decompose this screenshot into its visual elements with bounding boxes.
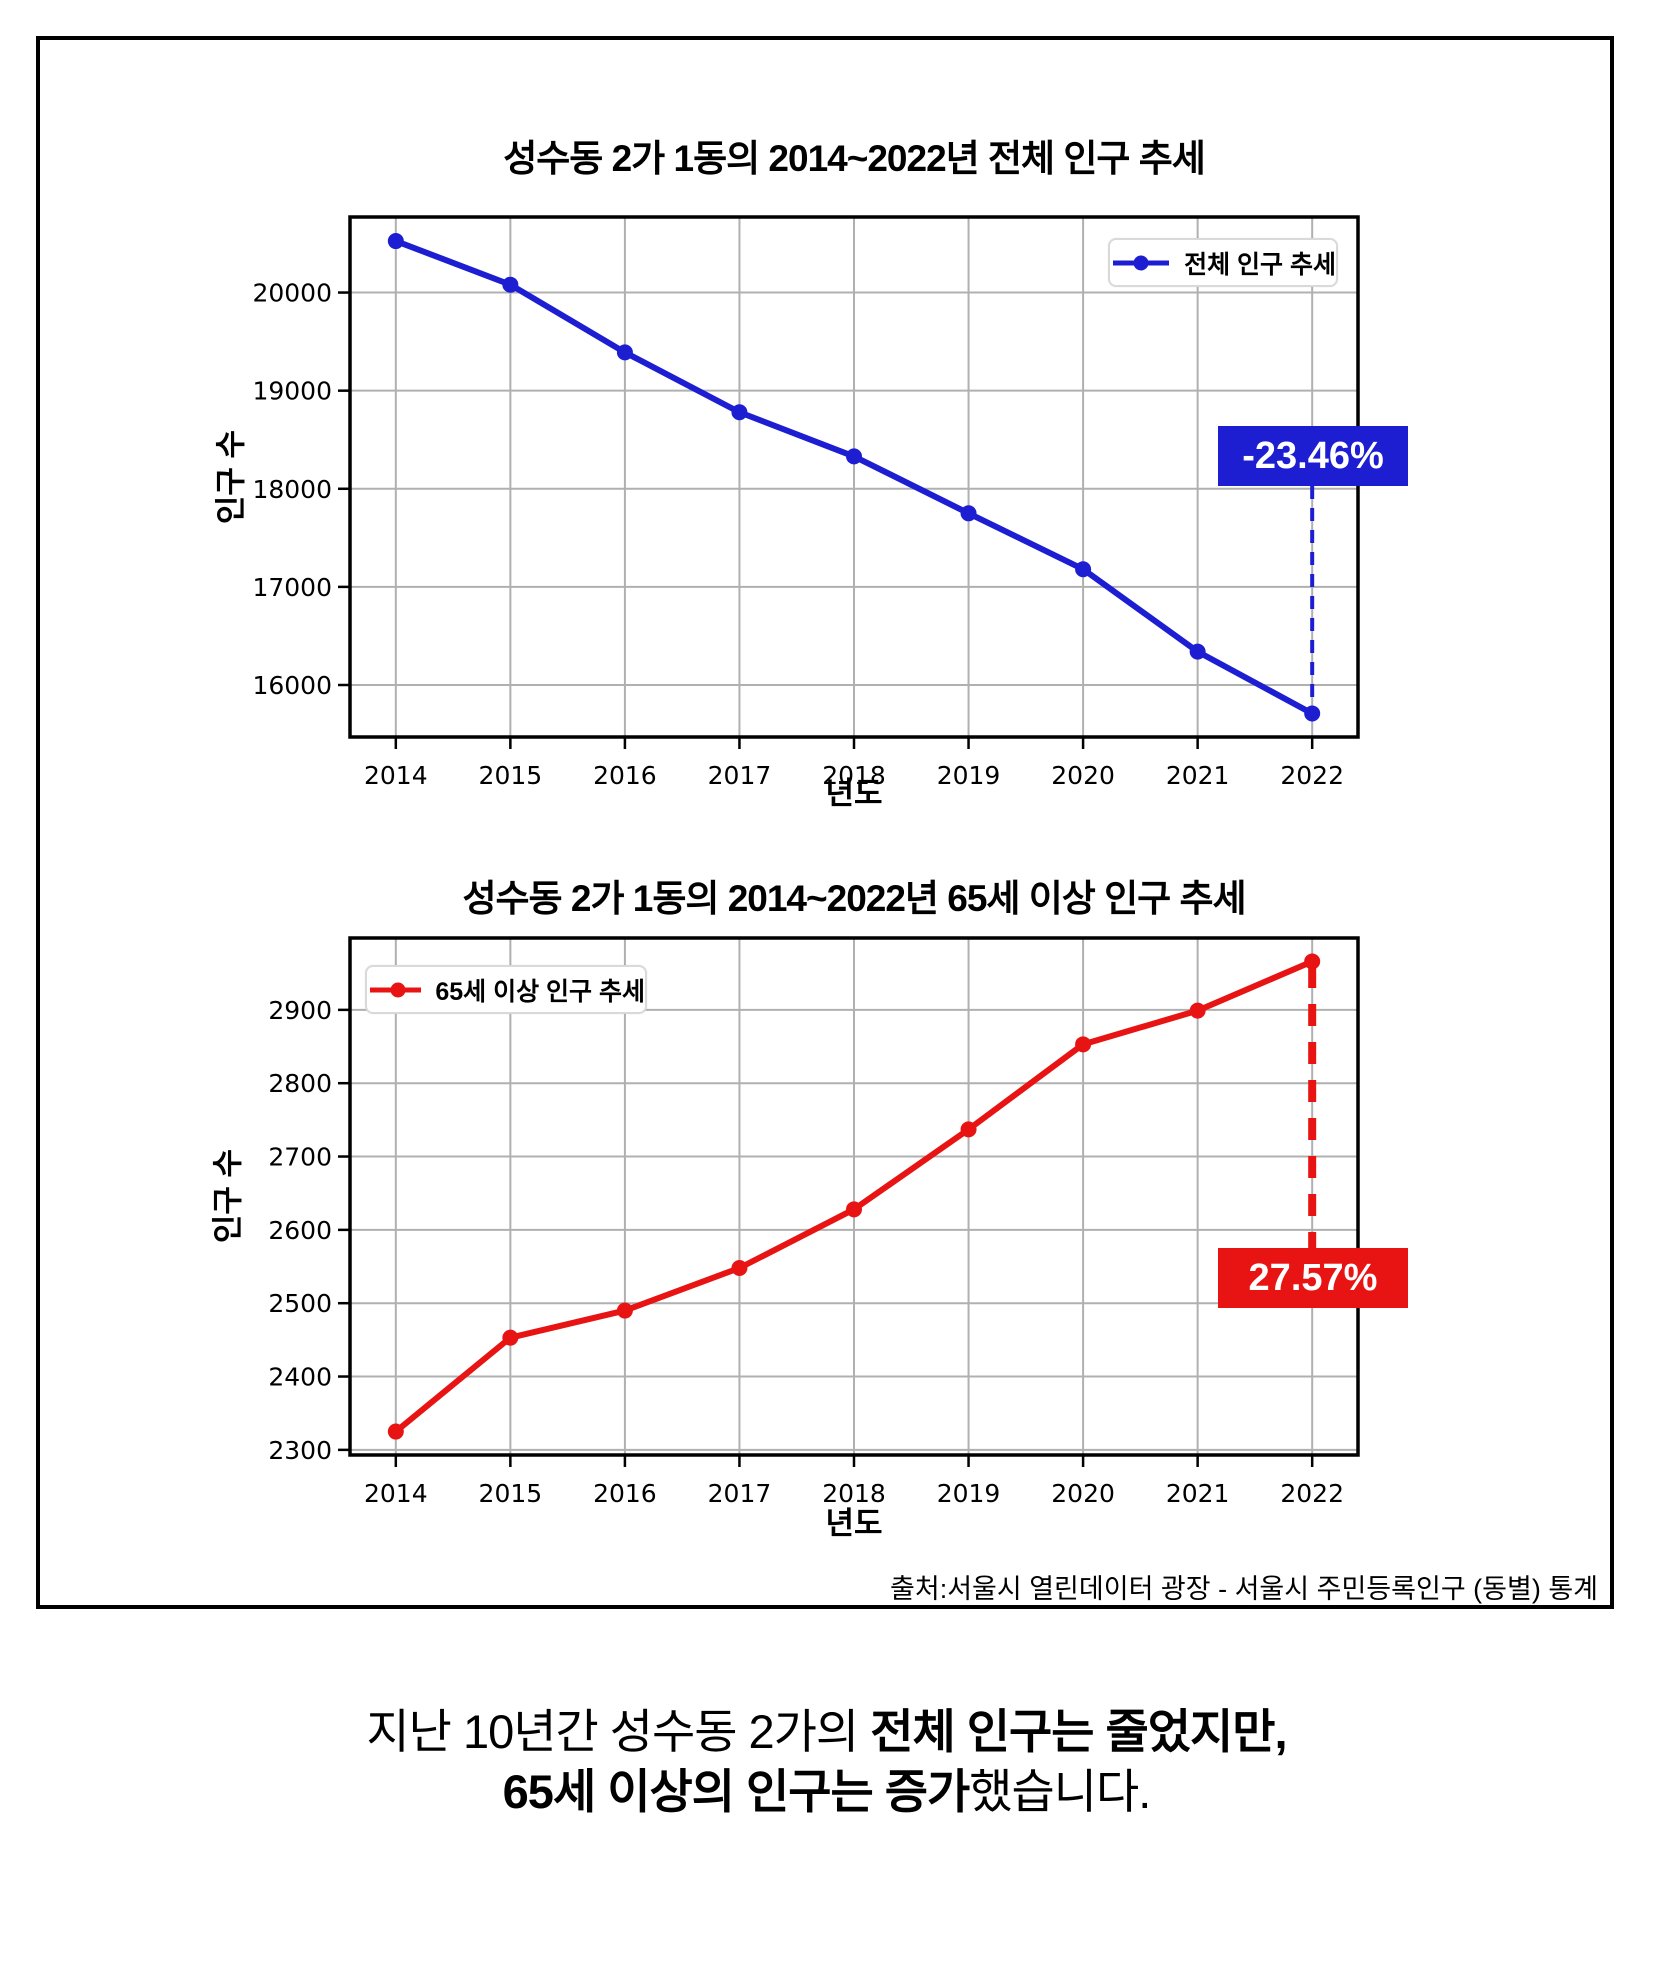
- caption-line-2: 65세 이상의 인구는 증가했습니다.: [0, 1762, 1653, 1822]
- data-source-credit: 출처:서울시 열린데이터 광장 - 서울시 주민등록인구 (동별) 통계: [890, 1574, 1598, 1604]
- chart1-legend-label: 전체 인구 추세: [1184, 250, 1336, 279]
- chart1-percent-change-badge: -23.46%: [1218, 426, 1408, 486]
- chart2-legend: 65세 이상 인구 추세: [365, 965, 647, 1014]
- chart2-x-axis-label: 년도: [825, 1506, 883, 1541]
- caption-line2-bold: 65세 이상의 인구는 증가: [502, 1765, 971, 1818]
- summary-caption: 지난 10년간 성수동 2가의 전체 인구는 줄었지만, 65세 이상의 인구는…: [0, 1702, 1653, 1822]
- chart1-title: 성수동 2가 1동의 2014~2022년 전체 인구 추세: [503, 138, 1206, 179]
- chart1-y-axis-label: 인구 수: [213, 429, 249, 525]
- chart1-x-axis-label: 년도: [825, 776, 883, 811]
- chart1-legend: 전체 인구 추세: [1108, 238, 1338, 287]
- chart2-percent-change-badge: 27.57%: [1218, 1248, 1408, 1308]
- caption-line1-regular: 지난 10년간 성수동 2가의: [366, 1705, 871, 1758]
- caption-line-1: 지난 10년간 성수동 2가의 전체 인구는 줄었지만,: [0, 1702, 1653, 1762]
- chart2-title: 성수동 2가 1동의 2014~2022년 65세 이상 인구 추세: [462, 878, 1246, 919]
- blue-line-marker-icon: [1113, 255, 1169, 270]
- red-line-marker-icon: [370, 982, 422, 997]
- chart2-legend-label: 65세 이상 인구 추세: [435, 977, 645, 1006]
- caption-line1-bold: 전체 인구는 줄었지만,: [870, 1705, 1287, 1758]
- charts-border-frame: [36, 36, 1614, 1609]
- caption-line2-regular: 했습니다.: [969, 1765, 1151, 1818]
- chart2-y-axis-label: 인구 수: [210, 1148, 246, 1244]
